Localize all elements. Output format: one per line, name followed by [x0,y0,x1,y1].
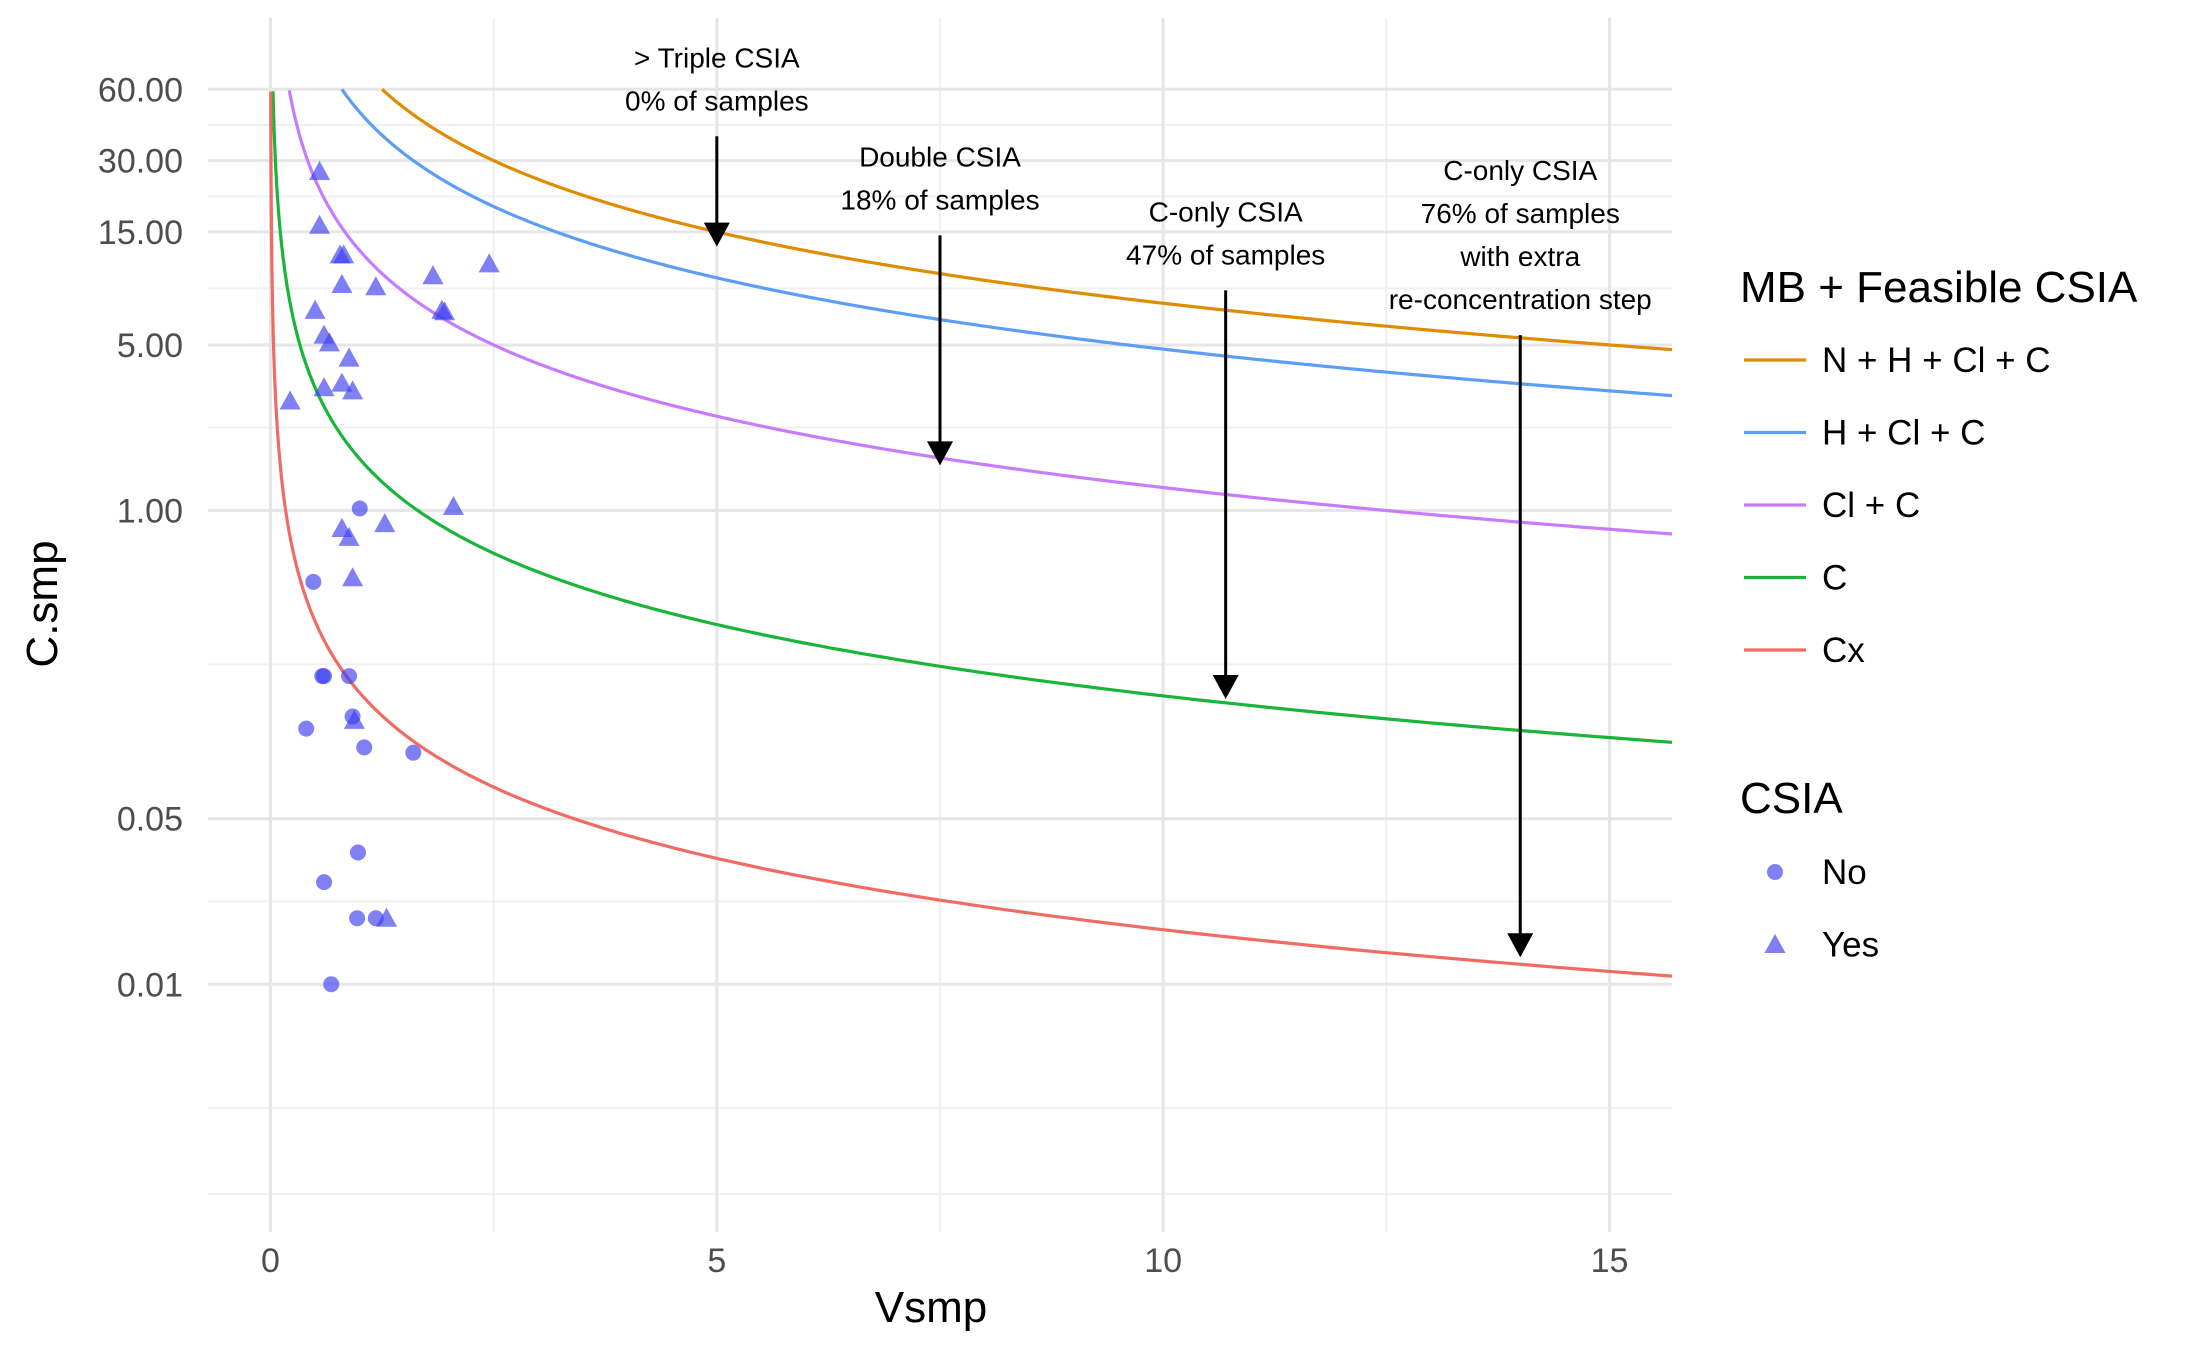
legend-label: No [1822,853,1867,892]
annotation-label: C-only CSIA [1443,155,1597,186]
point-yes [338,526,360,546]
legend-label: N + H + Cl + C [1822,341,2051,380]
axes: 60.00 30.00 15.00 5.00 1.00 0.05 0.01 0 5 10 15 [98,71,1629,1280]
annotations: > Triple CSIA 0% of samples Double CSIA 18%… [625,42,1652,958]
point-yes [304,299,326,319]
point-yes [338,347,360,367]
point-yes [375,907,398,927]
point-yes [365,276,387,296]
point-yes [309,160,331,180]
point-yes [478,253,500,273]
y-tick-label: 15.00 [98,214,183,252]
y-tick-label: 1.00 [117,493,183,531]
series-line-n-h-cl-c [380,88,1673,352]
point-yes [422,265,444,285]
y-tick-label: 5.00 [117,327,183,365]
series-line-h-cl-c [340,88,1673,398]
series-line-c [271,91,1673,744]
point-no [405,744,422,761]
series-lines [269,88,1673,978]
x-tick-label: 15 [1591,1242,1629,1280]
point-no [351,500,368,517]
point-no [298,720,315,737]
point-yes [331,273,353,293]
legend-title-mb: MB + Feasible CSIA [1740,263,2138,312]
annotation-arrow-head [1212,675,1239,700]
legend-key-triangle [1764,933,1786,953]
annotation-label: C-only CSIA [1149,196,1303,227]
point-yes [313,377,335,397]
point-no [341,668,358,685]
x-axis-title: Vsmp [875,1283,987,1332]
legend-label: Cx [1822,631,1865,670]
annotation-label: re-concentration step [1389,284,1652,315]
point-no [323,976,340,993]
point-no [349,910,366,927]
annotation-label: > Triple CSIA [634,42,800,73]
annotation-label: 47% of samples [1126,239,1325,270]
x-tick-label: 5 [707,1242,726,1280]
x-tick-label: 0 [261,1242,280,1280]
legend-label: H + Cl + C [1822,414,1985,453]
annotation-label: 0% of samples [625,85,809,116]
x-tick-label: 10 [1144,1242,1182,1280]
point-yes [342,567,364,587]
y-tick-label: 60.00 [98,71,183,109]
series-line-cx [269,91,1673,978]
legend-label: Yes [1822,926,1879,965]
y-tick-label: 30.00 [98,143,183,181]
annotation-label: 18% of samples [840,184,1039,215]
point-yes [342,380,364,400]
point-yes [442,495,465,515]
point-yes [374,513,396,533]
point-no [316,874,333,891]
y-tick-label: 0.01 [117,966,183,1004]
annotation-arrow-head [703,222,730,247]
annotation-label: Double CSIA [859,141,1021,172]
legend-label: C [1822,559,1847,598]
grid [208,18,1672,1232]
y-tick-label: 0.05 [117,801,183,839]
point-yes [343,709,365,729]
point-yes [434,301,456,321]
point-yes [318,332,340,352]
point-no [349,844,366,861]
point-no [356,739,373,756]
annotation-label: with extra [1459,241,1580,272]
annotation-arrow-head [1507,933,1534,958]
series-line-cl-c [287,90,1673,536]
legend-label: Cl + C [1822,486,1920,525]
legend-key-circle [1767,864,1783,880]
point-yes [331,372,353,392]
point-yes [309,214,331,234]
point-no [316,668,333,685]
legend-title-csia: CSIA [1740,774,1843,823]
data-points [279,160,500,993]
legend: MB + Feasible CSIA N + H + Cl + C H + Cl +… [1740,263,2138,965]
point-no [305,573,322,590]
point-yes [333,244,355,264]
point-yes [279,390,301,410]
annotation-arrow-head [927,441,953,466]
y-axis-title: C.smp [18,540,67,667]
annotation-label: 76% of samples [1421,198,1620,229]
